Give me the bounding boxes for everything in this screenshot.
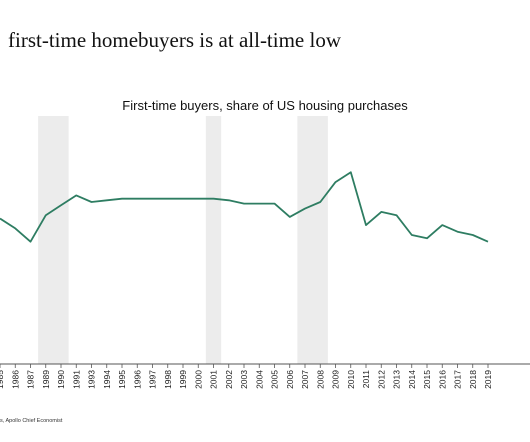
x-tick-label-2018: 2018 <box>468 370 478 389</box>
chart-title: First-time buyers, share of US housing p… <box>122 98 408 113</box>
recession-band-1 <box>205 116 222 364</box>
x-tick-label-2000: 2000 <box>193 370 203 389</box>
x-tick-label-2003: 2003 <box>239 370 249 389</box>
x-tick-label-2011: 2011 <box>361 370 371 389</box>
x-tick-label-2009: 2009 <box>331 370 341 389</box>
source-note: s, Apollo Chief Economist <box>0 418 63 424</box>
page-headline: first-time homebuyers is at all-time low <box>8 28 342 52</box>
x-tick-label-2001: 2001 <box>209 370 219 389</box>
x-tick-label-1995: 1995 <box>117 370 127 389</box>
x-tick-label-2017: 2017 <box>453 370 463 389</box>
x-tick-label-2014: 2014 <box>407 370 417 389</box>
recession-band-2 <box>297 116 328 364</box>
x-tick-label-1994: 1994 <box>102 370 112 389</box>
x-tick-label-2004: 2004 <box>254 370 264 389</box>
x-tick-label-1996: 1996 <box>132 370 142 389</box>
x-tick-label-1997: 1997 <box>148 370 158 389</box>
x-tick-label-1990: 1990 <box>56 370 66 389</box>
x-tick-label-1993: 1993 <box>87 370 97 389</box>
x-tick-label-1998: 1998 <box>163 370 173 389</box>
recession-band-0 <box>38 116 69 364</box>
x-tick-label-2006: 2006 <box>285 370 295 389</box>
x-tick-label-2019: 2019 <box>483 370 493 389</box>
x-tick-label-1986: 1986 <box>10 370 20 389</box>
x-tick-label-1991: 1991 <box>71 370 81 389</box>
x-tick-label-2015: 2015 <box>422 370 432 389</box>
x-tick-label-1987: 1987 <box>26 370 36 389</box>
x-tick-label-2010: 2010 <box>346 370 356 389</box>
x-tick-label-1989: 1989 <box>41 370 51 389</box>
x-tick-label-1999: 1999 <box>178 370 188 389</box>
x-tick-label-2012: 2012 <box>376 370 386 389</box>
x-tick-label-2002: 2002 <box>224 370 234 389</box>
series-line <box>0 171 489 243</box>
x-tick-label-2008: 2008 <box>315 370 325 389</box>
x-tick-label-2007: 2007 <box>300 370 310 389</box>
x-tick-label-2016: 2016 <box>437 370 447 389</box>
x-tick-label-2005: 2005 <box>270 370 280 389</box>
x-tick-label-2013: 2013 <box>392 370 402 389</box>
x-tick-label-1985: 1985 <box>0 370 5 389</box>
